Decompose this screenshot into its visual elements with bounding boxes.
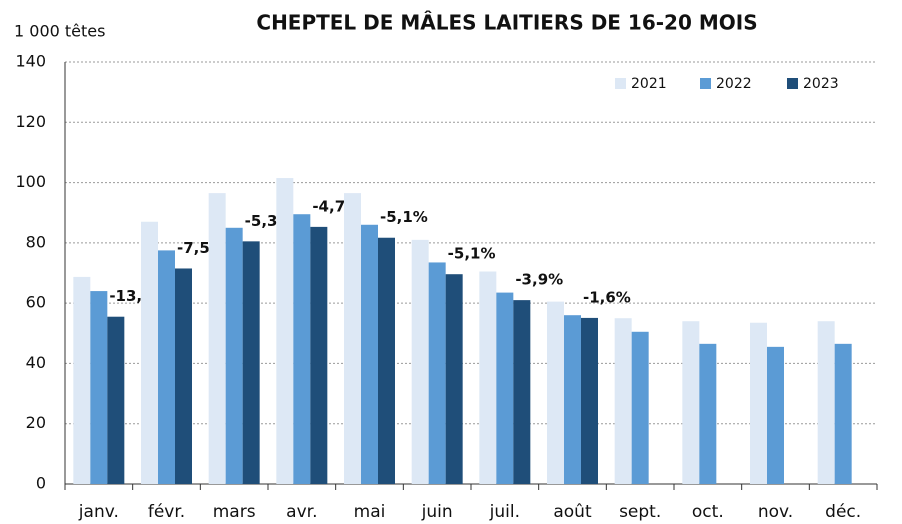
bar	[428, 262, 446, 484]
bar	[547, 301, 564, 484]
bar	[817, 321, 835, 484]
bar	[310, 226, 328, 485]
x-tick-label: févr.	[148, 502, 185, 522]
bar	[682, 321, 700, 484]
bar	[496, 292, 514, 484]
y-tick-label: 0	[36, 474, 46, 493]
bar	[767, 346, 784, 484]
y-tick-label: 80	[26, 232, 46, 251]
x-tick-label: août	[553, 502, 592, 522]
x-tick-label: janv.	[78, 502, 119, 522]
bar	[225, 227, 243, 485]
legend-swatch	[787, 78, 798, 89]
x-tick-label: sept.	[619, 502, 661, 522]
bar	[614, 318, 632, 484]
x-tick-label: juil.	[489, 502, 520, 522]
annotation: -1,6%	[583, 288, 631, 306]
bar	[90, 291, 108, 484]
annotation: -5,1%	[448, 245, 496, 263]
bar	[208, 193, 226, 484]
legend-swatch	[700, 78, 711, 89]
annotation: -5,1%	[380, 208, 428, 226]
annotation: -3,9%	[515, 271, 563, 289]
y-tick-label: 20	[26, 413, 46, 432]
bar	[513, 300, 531, 484]
x-tick-label: nov.	[758, 502, 793, 522]
bar	[699, 343, 717, 484]
bar	[293, 214, 311, 484]
x-tick-label: juin	[421, 502, 453, 522]
bar	[581, 317, 598, 484]
legend-label: 2023	[803, 76, 839, 92]
bar	[361, 224, 378, 484]
bar	[378, 237, 395, 484]
bar	[141, 221, 158, 484]
y-axis-label: 1 000 têtes	[14, 22, 105, 41]
bar	[344, 193, 361, 484]
legend-label: 2021	[631, 76, 667, 92]
legend-label: 2022	[716, 76, 752, 92]
bar	[73, 276, 91, 484]
y-tick-label: 60	[26, 293, 46, 312]
bar	[834, 343, 852, 484]
bar	[175, 268, 192, 484]
bar	[445, 274, 463, 484]
bar	[411, 239, 429, 484]
x-tick-label: déc.	[825, 502, 861, 522]
bar	[631, 331, 649, 484]
bar	[564, 315, 581, 484]
y-tick-label: 40	[26, 353, 46, 372]
x-tick-label: avr.	[286, 502, 317, 522]
y-tick-label: 120	[15, 112, 46, 131]
bar	[242, 241, 260, 484]
bar	[276, 178, 294, 485]
bar	[107, 316, 125, 484]
chart-title: CHEPTEL DE MÂLES LAITIERS DE 16-20 MOIS	[256, 11, 757, 35]
x-tick-label: mai	[354, 502, 386, 522]
bar	[750, 322, 767, 484]
bar	[158, 250, 175, 484]
legend-swatch	[615, 78, 626, 89]
y-tick-label: 140	[15, 52, 46, 71]
y-tick-label: 100	[15, 172, 46, 191]
x-tick-label: mars	[213, 502, 256, 522]
bar	[479, 271, 497, 484]
x-tick-label: oct.	[692, 502, 724, 522]
